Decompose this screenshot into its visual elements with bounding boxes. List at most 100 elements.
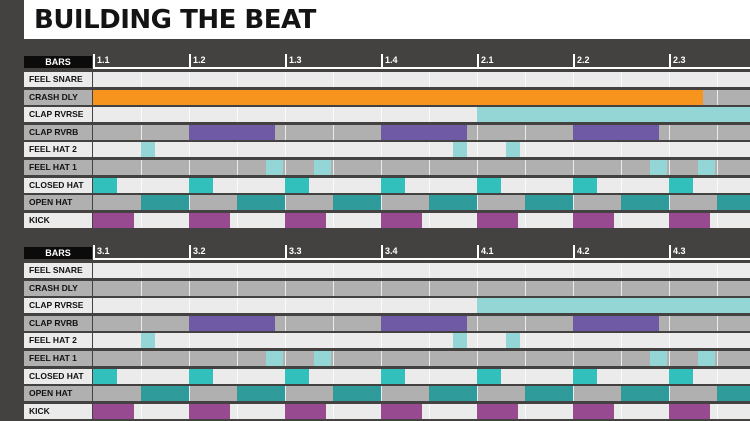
track-lane[interactable] [93,142,750,158]
note-block[interactable] [93,212,134,228]
note-block[interactable] [477,107,750,123]
note-block[interactable] [649,351,667,366]
note-block[interactable] [505,142,521,158]
track-label[interactable]: KICK [24,212,92,228]
track-lane[interactable] [93,89,750,105]
note-block[interactable] [189,403,230,419]
note-block[interactable] [717,195,750,211]
note-block[interactable] [697,351,715,366]
track-lane[interactable] [93,160,750,175]
track-label[interactable]: FEEL HAT 2 [24,142,92,158]
note-block[interactable] [477,403,518,419]
note-block[interactable] [429,195,477,211]
track-label[interactable]: FEEL HAT 2 [24,333,92,349]
note-block[interactable] [313,160,331,175]
note-block[interactable] [381,212,422,228]
note-block[interactable] [381,403,422,419]
note-block[interactable] [141,142,156,158]
note-block[interactable] [505,333,521,349]
track-lane[interactable] [93,351,750,366]
note-block[interactable] [285,212,326,228]
track-label[interactable]: CRASH DLY [24,89,92,105]
note-block[interactable] [265,160,283,175]
note-block[interactable] [189,315,276,331]
note-block[interactable] [525,386,573,402]
track-lane[interactable] [93,72,750,87]
note-block[interactable] [285,177,309,193]
track-lane[interactable] [93,124,750,140]
note-block[interactable] [285,368,309,384]
track-lane[interactable] [93,368,750,384]
note-block[interactable] [141,386,189,402]
note-block[interactable] [237,195,285,211]
track-label[interactable]: CRASH DLY [24,280,92,296]
track-lane[interactable] [93,403,750,419]
note-block[interactable] [573,315,660,331]
note-block[interactable] [189,124,276,140]
track-label[interactable]: CLOSED HAT [24,177,92,193]
note-block[interactable] [477,368,501,384]
note-block[interactable] [93,177,117,193]
note-block[interactable] [573,212,614,228]
note-block[interactable] [453,333,468,349]
note-block[interactable] [189,212,230,228]
track-label[interactable]: CLAP RVRB [24,124,92,140]
track-label[interactable]: OPEN HAT [24,386,92,402]
note-block[interactable] [381,177,405,193]
track-lane[interactable] [93,298,750,314]
note-block[interactable] [381,124,468,140]
note-block[interactable] [477,212,518,228]
note-block[interactable] [381,315,468,331]
note-block[interactable] [333,195,381,211]
note-block[interactable] [649,160,667,175]
note-block[interactable] [313,351,331,366]
note-block[interactable] [237,386,285,402]
note-block[interactable] [477,298,750,314]
note-block[interactable] [573,368,597,384]
note-block[interactable] [669,212,710,228]
note-block[interactable] [453,142,468,158]
track-lane[interactable] [93,195,750,211]
note-block[interactable] [669,177,693,193]
note-block[interactable] [573,177,597,193]
track-lane[interactable] [93,280,750,296]
note-block[interactable] [669,403,710,419]
track-label[interactable]: OPEN HAT [24,195,92,211]
track-lane[interactable] [93,107,750,123]
track-lane[interactable] [93,212,750,228]
note-block[interactable] [573,124,660,140]
track-lane[interactable] [93,386,750,402]
note-block[interactable] [525,195,573,211]
note-block[interactable] [189,368,213,384]
note-block[interactable] [285,403,326,419]
track-label[interactable]: CLAP RVRSE [24,107,92,123]
note-block[interactable] [93,403,134,419]
track-label[interactable]: FEEL SNARE [24,72,92,87]
track-label[interactable]: FEEL SNARE [24,263,92,278]
note-block[interactable] [333,386,381,402]
note-block[interactable] [141,195,189,211]
note-block[interactable] [141,333,156,349]
note-block[interactable] [189,177,213,193]
note-block[interactable] [381,368,405,384]
track-label[interactable]: CLAP RVRB [24,315,92,331]
track-lane[interactable] [93,315,750,331]
note-block[interactable] [621,386,669,402]
note-block[interactable] [93,89,703,105]
track-label[interactable]: FEEL HAT 1 [24,351,92,366]
track-label[interactable]: FEEL HAT 1 [24,160,92,175]
note-block[interactable] [265,351,283,366]
track-label[interactable]: CLOSED HAT [24,368,92,384]
note-block[interactable] [573,403,614,419]
track-label[interactable]: CLAP RVRSE [24,298,92,314]
note-block[interactable] [93,368,117,384]
note-block[interactable] [429,386,477,402]
track-label[interactable]: KICK [24,403,92,419]
note-block[interactable] [717,386,750,402]
track-lane[interactable] [93,177,750,193]
note-block[interactable] [669,368,693,384]
note-block[interactable] [697,160,715,175]
note-block[interactable] [477,177,501,193]
note-block[interactable] [621,195,669,211]
track-lane[interactable] [93,263,750,278]
